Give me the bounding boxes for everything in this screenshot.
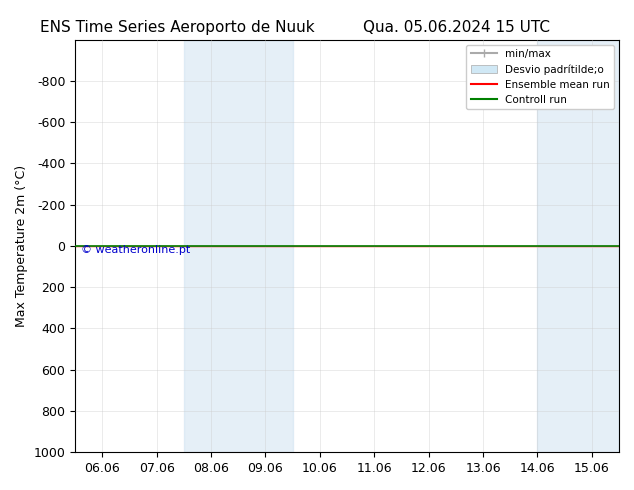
Text: © weatheronline.pt: © weatheronline.pt [81, 245, 190, 255]
Text: ENS Time Series Aeroporto de Nuuk: ENS Time Series Aeroporto de Nuuk [40, 20, 315, 35]
Text: Qua. 05.06.2024 15 UTC: Qua. 05.06.2024 15 UTC [363, 20, 550, 35]
Bar [184, 40, 293, 452]
Y-axis label: Max Temperature 2m (°C): Max Temperature 2m (°C) [15, 165, 28, 327]
Legend: min/max, Desvio padrítilde;o, Ensemble mean run, Controll run: min/max, Desvio padrítilde;o, Ensemble m… [467, 45, 614, 109]
Bar [538, 40, 619, 452]
